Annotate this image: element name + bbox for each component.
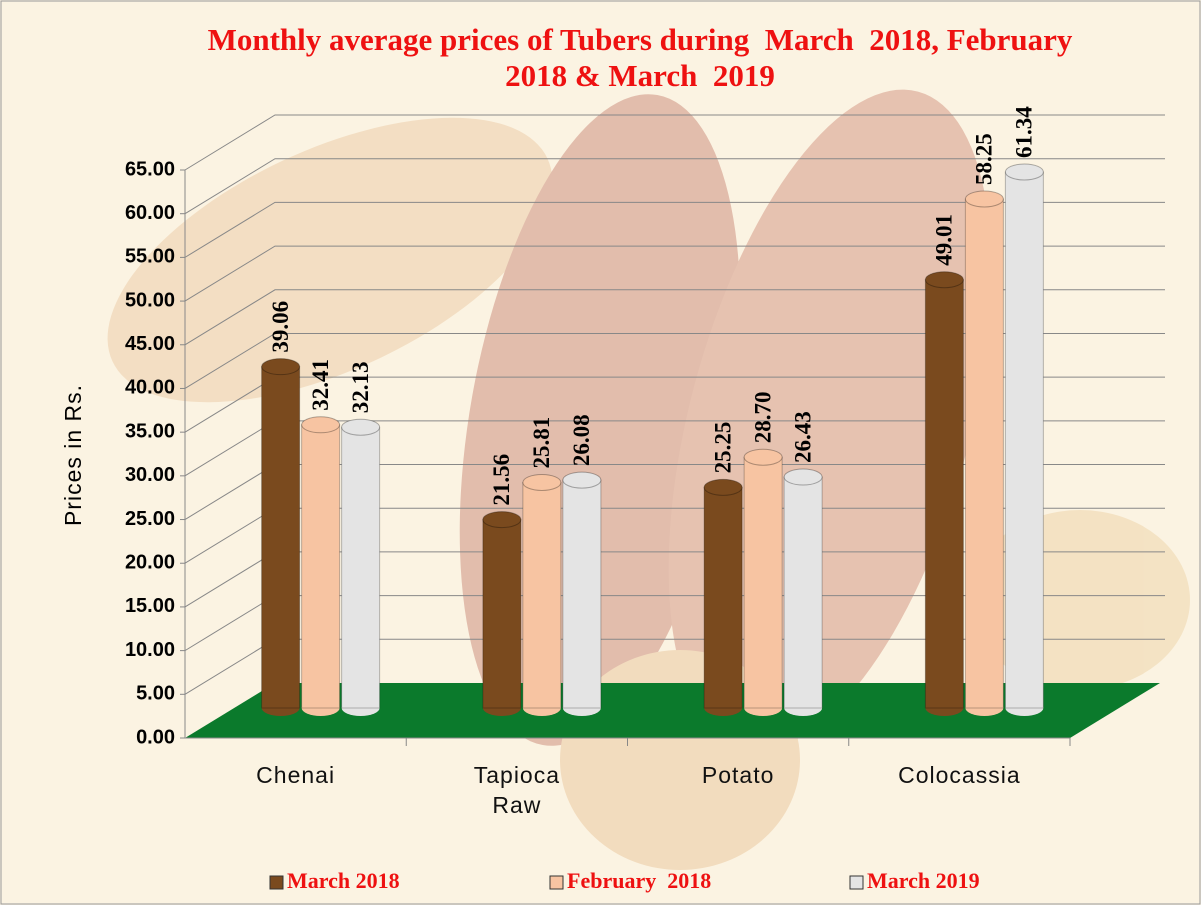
legend-label: March 2018 xyxy=(287,868,400,893)
x-tick-label: Tapioca Raw xyxy=(473,762,561,818)
y-axis-label: Prices in Rs. xyxy=(60,384,86,526)
bar-cap xyxy=(482,511,522,529)
data-label: 25.81 xyxy=(529,417,554,469)
legend-label: February 2018 xyxy=(567,868,711,893)
bar xyxy=(482,519,522,709)
bar-cap xyxy=(1004,163,1044,181)
data-label: 21.56 xyxy=(489,454,514,506)
y-tick-label: 30.00 xyxy=(125,464,175,486)
y-tick-label: 15.00 xyxy=(125,595,175,617)
bar xyxy=(341,426,381,709)
data-label: 49.01 xyxy=(932,214,957,266)
grid-line xyxy=(184,114,1165,171)
x-tick-label: Chenai xyxy=(256,762,336,788)
y-tick-label: 40.00 xyxy=(125,377,175,399)
bar xyxy=(1004,171,1044,709)
grid-line xyxy=(184,245,1165,302)
bar xyxy=(964,198,1004,709)
legend-label: March 2019 xyxy=(867,868,980,893)
x-tick-label: Potato xyxy=(701,762,775,788)
bar xyxy=(562,479,602,709)
bar-cap xyxy=(522,473,562,491)
legend-swatch xyxy=(849,875,864,890)
legend-swatch xyxy=(549,875,564,890)
grid-line xyxy=(184,332,1165,389)
bar xyxy=(301,424,341,709)
y-tick-label: 10.00 xyxy=(125,639,175,661)
y-tick-label: 55.00 xyxy=(125,246,175,268)
y-tick-label: 5.00 xyxy=(136,683,175,705)
y-tick-label: 25.00 xyxy=(125,508,175,530)
y-tick-label: 50.00 xyxy=(125,289,175,311)
grid-line xyxy=(184,201,1165,258)
bar-cap xyxy=(261,358,301,376)
grid-line xyxy=(184,289,1165,346)
bar xyxy=(703,486,743,709)
data-label: 26.43 xyxy=(790,411,815,463)
bar-cap xyxy=(964,190,1004,208)
bar xyxy=(522,481,562,709)
data-label: 39.06 xyxy=(268,301,293,353)
bar-cap xyxy=(924,271,964,289)
bar-cap xyxy=(562,471,602,489)
data-label: 26.08 xyxy=(569,414,594,466)
data-label: 28.70 xyxy=(750,391,775,443)
data-label: 32.41 xyxy=(308,359,333,411)
bar-cap xyxy=(301,416,341,434)
bar xyxy=(924,279,964,709)
grid-line xyxy=(184,158,1165,215)
bar-cap xyxy=(783,468,823,486)
y-tick-label: 35.00 xyxy=(125,420,175,442)
data-label: 32.13 xyxy=(348,361,373,413)
data-label: 58.25 xyxy=(972,133,997,185)
y-tick-label: 45.00 xyxy=(125,333,175,355)
bar-cap xyxy=(703,478,743,496)
bar-cap xyxy=(743,448,783,466)
bar xyxy=(783,476,823,709)
data-label: 61.34 xyxy=(1012,106,1037,158)
y-tick-label: 20.00 xyxy=(125,552,175,574)
bar xyxy=(261,366,301,709)
bar xyxy=(743,456,783,709)
x-tick-label: Colocassia xyxy=(898,762,1021,788)
data-label: 25.25 xyxy=(710,422,735,474)
y-tick-label: 0.00 xyxy=(136,726,175,748)
chart-title: Monthly average prices of Tubers during … xyxy=(207,22,1088,93)
bar-cap xyxy=(341,418,381,436)
y-tick-label: 60.00 xyxy=(125,202,175,224)
floor xyxy=(185,683,1160,738)
y-tick-label: 65.00 xyxy=(125,158,175,180)
legend-swatch xyxy=(269,875,284,890)
